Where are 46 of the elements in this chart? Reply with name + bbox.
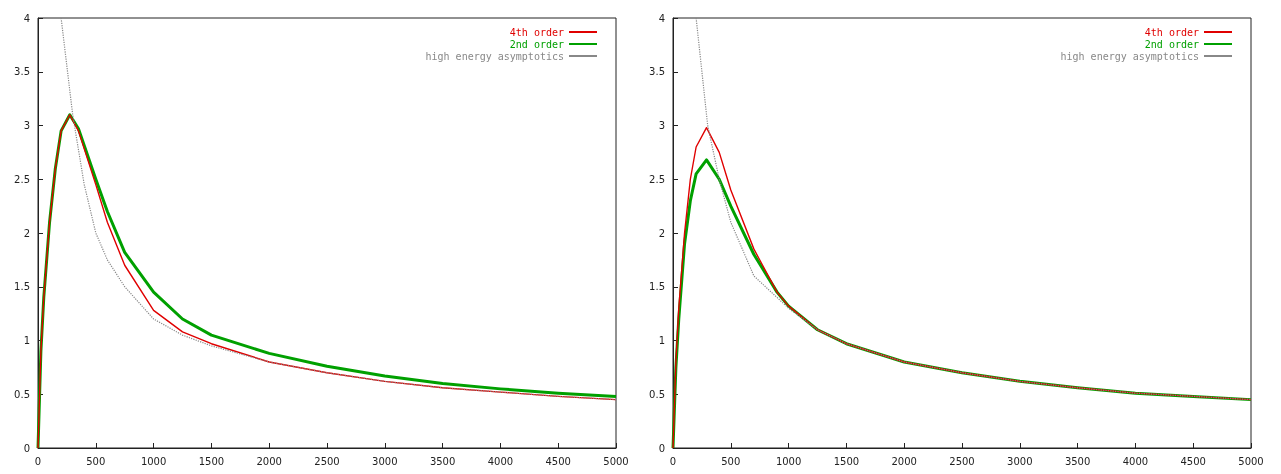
y-tick-label: 2 [23, 227, 30, 239]
y-tick-label: 2 [658, 227, 665, 239]
y-tick-label: 1 [658, 335, 665, 346]
x-tick-label: 4000 [1122, 455, 1149, 467]
legend-label: high energy asymptotics [1060, 50, 1199, 62]
legend-label: high energy asymptotics [425, 50, 564, 62]
x-tick-label: 4000 [487, 455, 514, 467]
y-tick-label: 1 [23, 335, 30, 346]
y-tick-label: 0 [23, 442, 30, 454]
y-tick-label: 2.5 [649, 173, 665, 185]
legend-label: 2nd order [1144, 38, 1199, 50]
y-tick-label: 3.5 [649, 66, 665, 78]
y-tick-label: 1.5 [649, 281, 665, 293]
y-tick-label: 0.5 [649, 388, 665, 400]
y-tick-label: 3.5 [14, 66, 30, 78]
x-tick-label: 2000 [256, 455, 282, 467]
x-tick-label: 500 [86, 455, 106, 467]
x-tick-label: 3000 [372, 455, 398, 467]
y-tick-label: 4 [658, 12, 665, 24]
x-tick-label: 0 [34, 455, 42, 467]
x-tick-label: 5000 [603, 455, 629, 467]
x-tick-label: 500 [721, 455, 741, 467]
x-tick-label: 4500 [545, 455, 571, 467]
x-tick-label: 1000 [775, 455, 802, 467]
x-tick-label: 3500 [429, 455, 456, 467]
x-tick-label: 2500 [314, 455, 340, 467]
x-tick-label: 3500 [1064, 455, 1091, 467]
y-tick-label: 3 [658, 120, 665, 131]
legend-label: 4th order [509, 26, 564, 38]
x-tick-label: 3000 [1007, 455, 1033, 467]
y-tick-label: 3 [23, 120, 30, 131]
y-tick-label: 0.5 [14, 388, 30, 400]
legend-label: 2nd order [509, 38, 564, 50]
x-tick-label: 1000 [140, 455, 167, 467]
x-tick-label: 4500 [1180, 455, 1206, 467]
x-tick-label: 1500 [198, 455, 225, 467]
x-tick-label: 1500 [833, 455, 860, 467]
x-tick-label: 5000 [1238, 455, 1264, 467]
legend-label: 4th order [1144, 26, 1199, 38]
y-tick-label: 0 [658, 442, 665, 454]
x-tick-label: 0 [669, 455, 677, 467]
y-tick-label: 4 [23, 12, 30, 24]
y-tick-label: 2.5 [14, 173, 30, 185]
x-tick-label: 2000 [891, 455, 917, 467]
y-tick-label: 1.5 [14, 281, 30, 293]
x-tick-label: 2500 [949, 455, 975, 467]
